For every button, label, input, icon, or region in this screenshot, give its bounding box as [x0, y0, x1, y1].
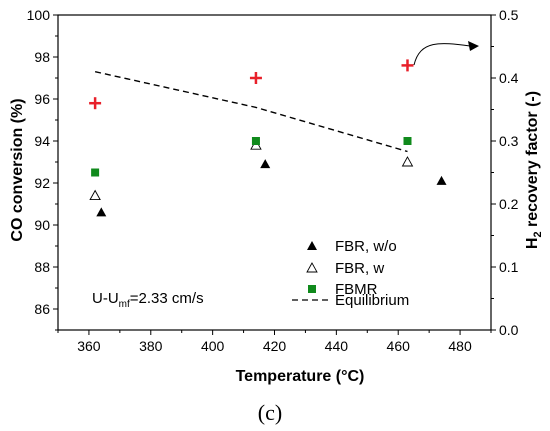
x-tick-label: 380 [139, 338, 163, 354]
y-left-tick-label: 94 [34, 133, 50, 149]
legend-label-equilibrium: Equilibrium [335, 292, 409, 309]
legend-marker-fbr-w [306, 262, 318, 273]
legend: FBR, w/o FBR, w FBMR Equilibrium [292, 238, 409, 309]
y-left-tick-label: 90 [34, 217, 50, 233]
h2-recovery-point [249, 72, 262, 84]
y-left-tick-label: 100 [27, 7, 51, 23]
y-left-tick-label: 98 [34, 49, 50, 65]
fbr-w-point [401, 156, 414, 167]
y-left-tick-label: 88 [34, 259, 50, 275]
y-right-tick-label: 0.2 [499, 196, 519, 212]
x-tick-label: 400 [201, 338, 225, 354]
x-tick-label: 460 [387, 338, 411, 354]
right-axis-arrow [413, 41, 479, 66]
y-left-tick-label: 96 [34, 91, 50, 107]
legend-marker-fbmr [308, 285, 316, 293]
h2-recovery-point [89, 97, 102, 110]
x-axis-title: Temperature (°C) [236, 368, 365, 385]
fbr-w-point [89, 189, 101, 201]
h2-recovery-point [401, 59, 414, 72]
y-right-tick-label: 0.4 [499, 70, 519, 86]
x-tick-label: 420 [263, 338, 287, 354]
y-left-axis-title: CO conversion (%) [9, 98, 26, 241]
fbmr-point [91, 168, 100, 177]
plot-frame [57, 14, 492, 331]
fbmr-point [251, 137, 260, 145]
equilibrium-line [94, 71, 408, 153]
fbr-wo-point [436, 175, 447, 185]
x-tick-label: 480 [448, 338, 472, 354]
fbr-wo-point [96, 207, 107, 217]
figure-caption: (c) [258, 400, 282, 425]
fbr-wo-point [260, 159, 271, 169]
y-right-tick-label: 0.1 [499, 259, 519, 275]
velocity-annotation: U-Umf=2.33 cm/s [92, 290, 204, 310]
y-right-tick-label: 0.3 [499, 133, 519, 149]
y-right-axis-title: H2 recovery factor (-) [524, 91, 544, 249]
legend-label-fbr-w: FBR, w [335, 260, 384, 277]
y-left-tick-label: 92 [34, 175, 50, 191]
x-tick-label: 440 [325, 338, 349, 354]
tick-labels: 360 380 400 420 440 460 480 86 88 90 92 94 96 98 100 0.… [27, 7, 519, 354]
y-right-tick-label: 0.5 [499, 7, 519, 23]
y-right-tick-label: 0.0 [499, 322, 519, 338]
legend-label-fbmr: FBMR [335, 281, 378, 298]
x-tick-label: 360 [77, 338, 101, 354]
y-left-tick-label: 86 [34, 301, 50, 317]
legend-label-fbr-wo: FBR, w/o [335, 238, 397, 255]
data-markers [89, 59, 447, 217]
tick-marks [53, 14, 496, 335]
legend-marker-fbr-wo [307, 241, 317, 250]
fbmr-point [403, 137, 412, 145]
